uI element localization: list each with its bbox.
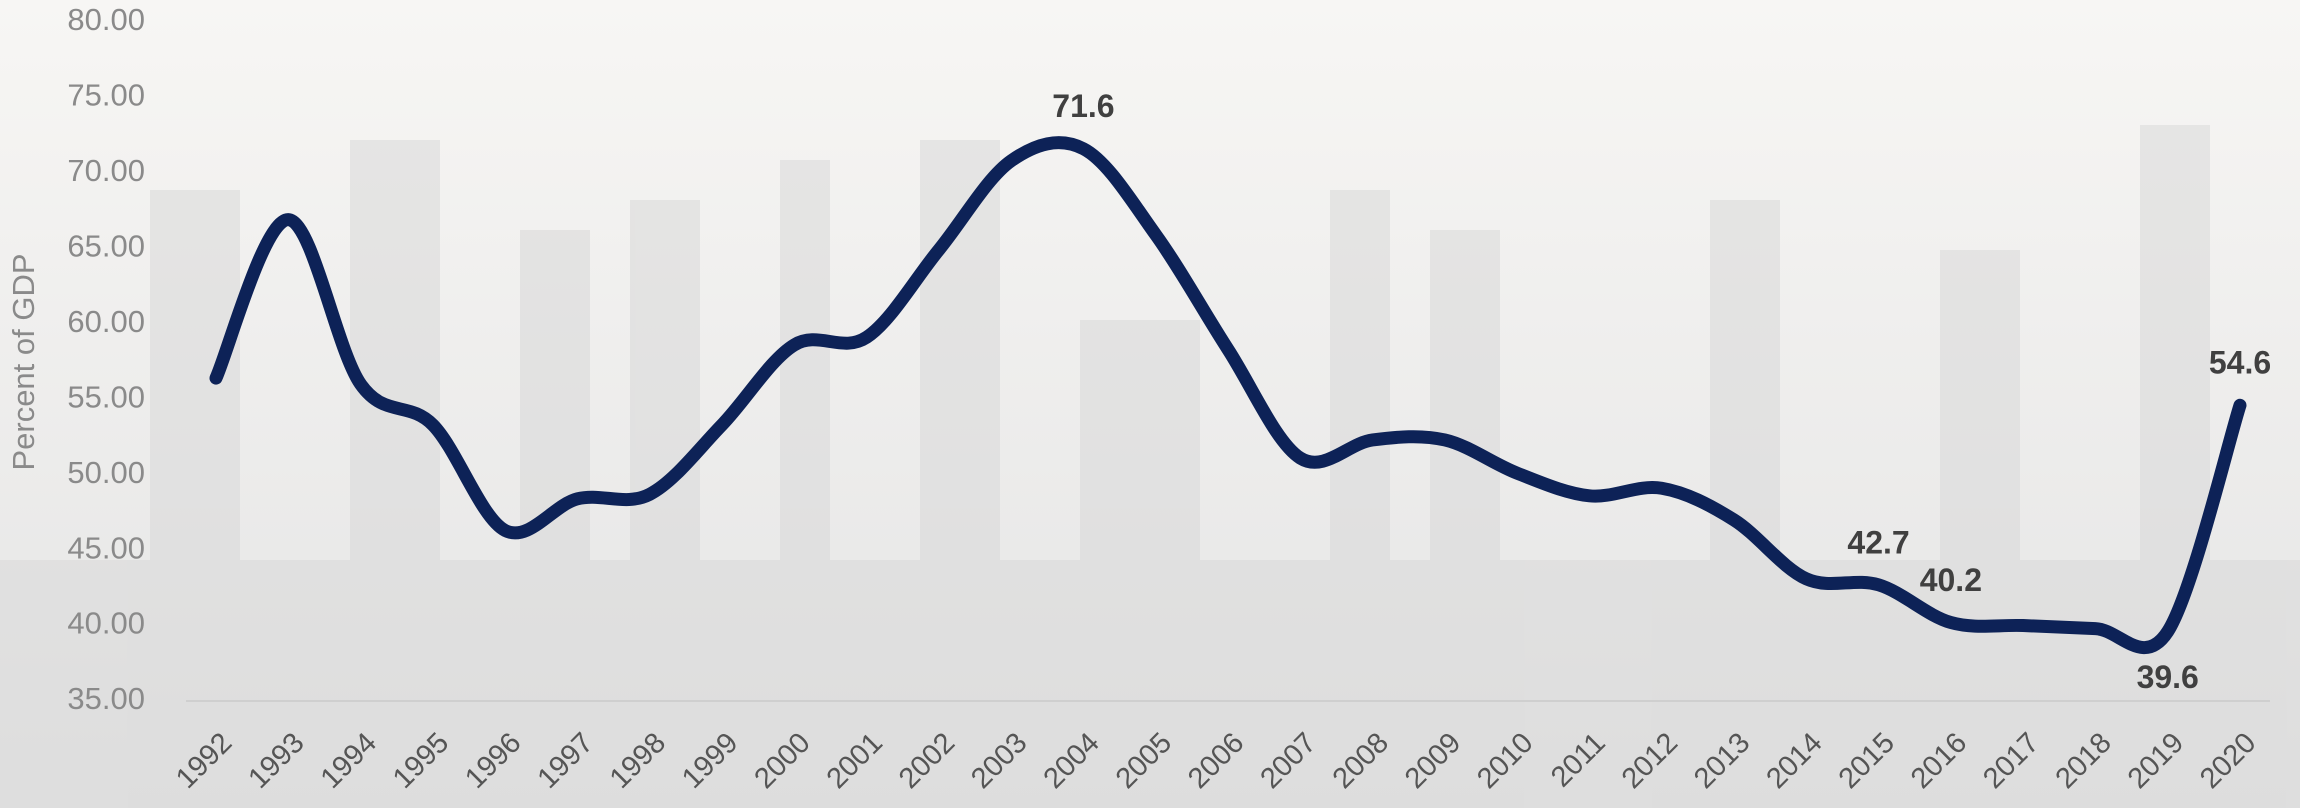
data-label: 39.6: [2137, 659, 2199, 695]
y-tick-label: 45.00: [67, 530, 145, 565]
y-tick-label: 60.00: [67, 304, 145, 339]
data-label: 71.6: [1052, 88, 1114, 124]
data-label: 40.2: [1920, 562, 1982, 598]
y-tick-label: 40.00: [67, 606, 145, 641]
data-label: 54.6: [2209, 345, 2271, 381]
data-label: 42.7: [1847, 524, 1909, 560]
y-tick-label: 75.00: [67, 78, 145, 113]
y-tick-label: 55.00: [67, 379, 145, 414]
y-tick-label: 35.00: [67, 681, 145, 716]
y-axis-title: Percent of GDP: [6, 253, 41, 470]
y-tick-label: 80.00: [67, 2, 145, 37]
y-tick-label: 65.00: [67, 229, 145, 264]
y-tick-label: 70.00: [67, 153, 145, 188]
y-tick-label: 50.00: [67, 455, 145, 490]
chart: Percent of GDP 35.00 40.00 45.00 50.00 55.00…: [0, 0, 2300, 808]
